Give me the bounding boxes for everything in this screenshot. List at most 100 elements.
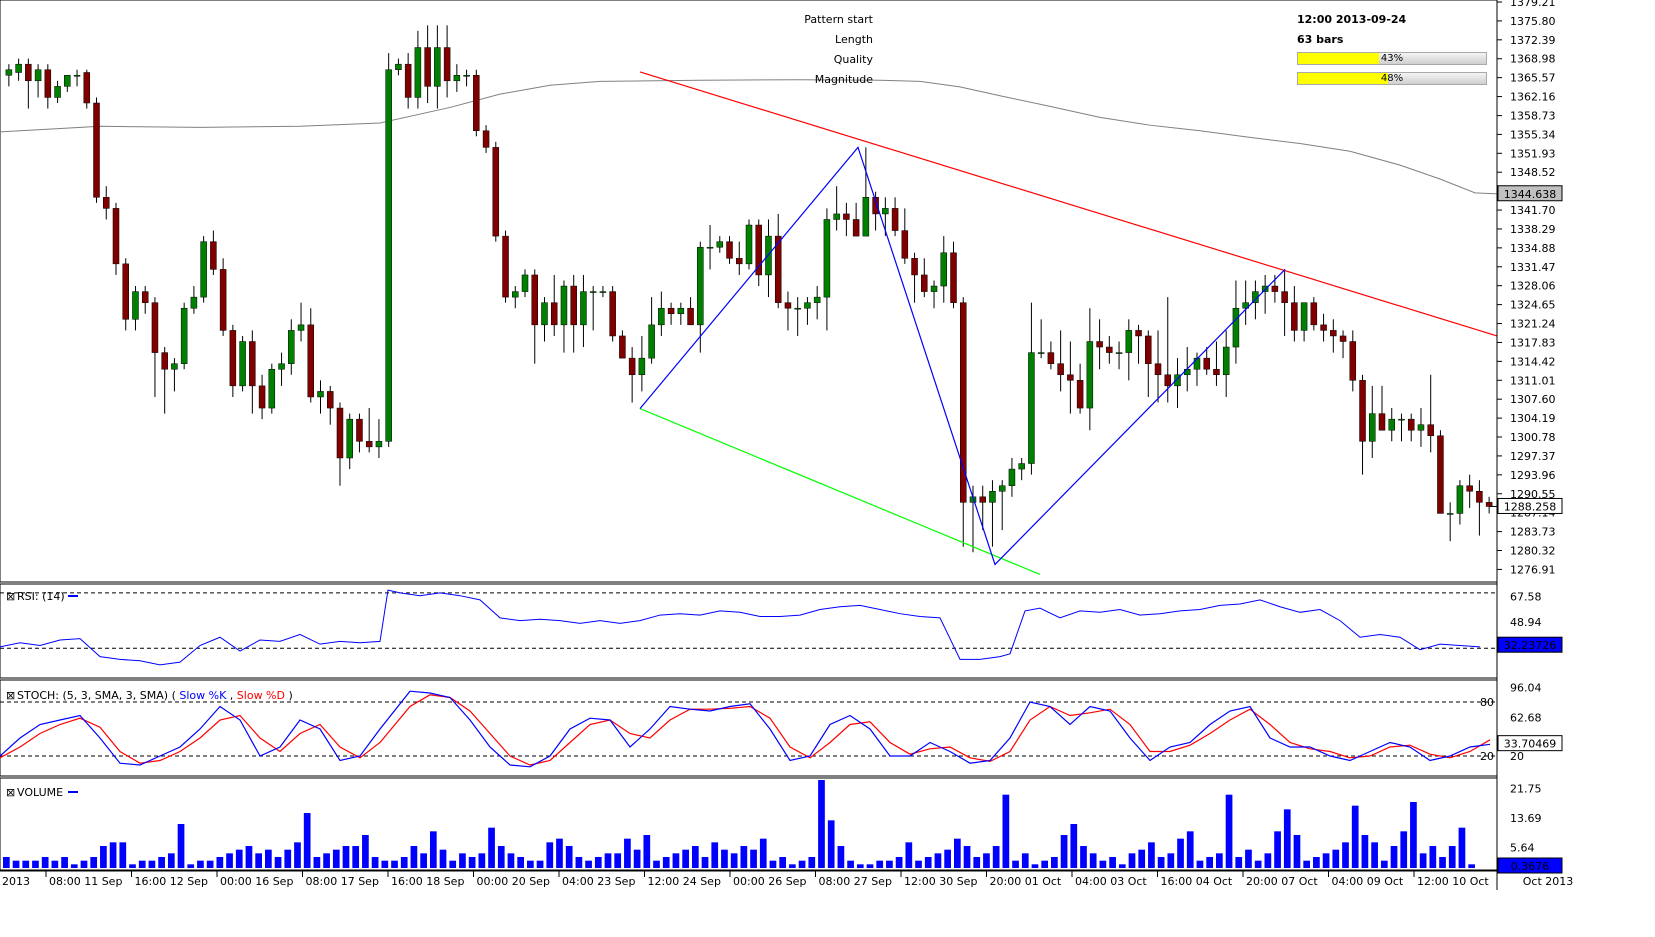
candle-body: [103, 197, 110, 209]
candle-body: [891, 208, 899, 231]
rsi-current-badge-box: [1497, 636, 1563, 653]
volume-bar: [536, 860, 544, 868]
candle: [774, 213, 782, 309]
volume-bar: [1031, 864, 1039, 868]
volume-bar: [653, 860, 660, 868]
candle-body: [794, 307, 801, 310]
candle: [1203, 347, 1210, 375]
candles-layer: [5, 25, 1493, 553]
candle: [180, 302, 188, 370]
candle-body: [502, 235, 509, 298]
volume-bar: [478, 853, 486, 868]
volume-bar: [177, 824, 185, 868]
candle: [638, 335, 646, 392]
candle-body: [959, 302, 967, 503]
volume-bar: [691, 846, 699, 868]
volume-panel[interactable]: ⊠ VOLUME: [0, 777, 1498, 871]
volume-bar: [12, 860, 20, 868]
candle: [589, 286, 597, 331]
candle-body: [658, 307, 665, 326]
stoch-tick-label: 96.04: [1510, 682, 1542, 695]
price-tick-label: 1379.21: [1510, 0, 1556, 9]
candle: [356, 413, 363, 453]
stoch-close-icon[interactable]: ⊠: [6, 689, 15, 702]
volume-bar: [963, 846, 971, 868]
candle: [258, 374, 266, 420]
candle-body: [1242, 302, 1249, 309]
rsi-close-icon[interactable]: ⊠: [6, 590, 15, 603]
volume-close-icon[interactable]: ⊠: [6, 786, 15, 799]
time-axis: 2013 08:00 11 Sep 16:00 12 Sep 00:00 16 Sep…: [0, 870, 1573, 888]
volume-bar: [711, 842, 719, 868]
stoch-legend-open: (: [172, 689, 176, 702]
price-tick-label: 1314.42: [1510, 355, 1556, 368]
candle: [1437, 430, 1444, 514]
candle-body: [1369, 413, 1376, 442]
channel-upper-line: [639, 71, 1498, 337]
candle: [1135, 324, 1142, 364]
candle: [911, 252, 918, 303]
candle-body: [940, 252, 948, 287]
volume-bar: [827, 820, 835, 868]
volume-bar: [468, 857, 476, 868]
volume-bar: [1313, 857, 1320, 868]
candle-body: [804, 302, 811, 309]
rsi-panel[interactable]: ⊠ RSI: (14): [0, 583, 1498, 679]
candle-body: [229, 330, 237, 387]
candle-body: [73, 75, 81, 77]
candle: [1086, 308, 1094, 431]
candle-body: [882, 208, 889, 215]
stoch-panel[interactable]: 80 20 ⊠ STOCH: (5, 3, SMA, 3, SMA) ( Slow…: [0, 679, 1498, 777]
candle: [852, 202, 860, 237]
candle-body: [1135, 330, 1142, 337]
rsi-tick-label: 48.94: [1510, 616, 1542, 629]
time-tick-label: 00:00 26 Sep: [733, 875, 806, 888]
candle: [44, 64, 52, 109]
candle: [297, 302, 305, 342]
volume-bar: [556, 838, 563, 868]
volume-bar: [323, 853, 330, 868]
volume-bar: [410, 846, 418, 868]
volume-bar: [459, 853, 466, 868]
candle: [83, 69, 91, 109]
volume-bar: [808, 857, 816, 868]
candle-body: [872, 197, 879, 215]
candle-body: [843, 213, 850, 220]
volume-bar: [197, 860, 204, 868]
volume-bar: [1254, 860, 1262, 868]
candle: [375, 419, 383, 458]
volume-bar: [1128, 853, 1136, 868]
volume-bar: [497, 846, 505, 868]
candle: [122, 258, 129, 331]
stoch-d-line: [0, 694, 1491, 766]
candle: [1125, 319, 1133, 381]
volume-bar: [61, 857, 68, 868]
time-tick-label: 12:00 30 Sep: [904, 875, 977, 888]
volume-bar: [1410, 802, 1417, 868]
volume-bar: [429, 831, 437, 868]
candle: [317, 380, 324, 414]
volume-bar: [1109, 857, 1116, 868]
candle-body: [1203, 357, 1210, 370]
volume-bar: [1361, 835, 1369, 868]
candle: [794, 297, 801, 336]
volume-bar: [90, 857, 98, 868]
candle: [619, 330, 626, 359]
candle: [716, 236, 724, 253]
volume-bar: [70, 864, 78, 868]
candle: [326, 385, 334, 425]
candle: [813, 286, 821, 320]
pattern-zigzag-line: [639, 146, 1286, 566]
candle-body: [132, 291, 139, 320]
candle-body: [901, 230, 909, 259]
main-price-panel[interactable]: [0, 0, 1498, 583]
candle: [1213, 341, 1220, 386]
candle: [1300, 302, 1308, 342]
candle-body: [141, 291, 149, 303]
candle-body: [1164, 374, 1172, 387]
candle: [1349, 330, 1357, 392]
candle: [531, 269, 539, 364]
candle-body: [1291, 302, 1298, 331]
volume-bar: [1157, 857, 1165, 868]
candle: [1281, 269, 1288, 336]
